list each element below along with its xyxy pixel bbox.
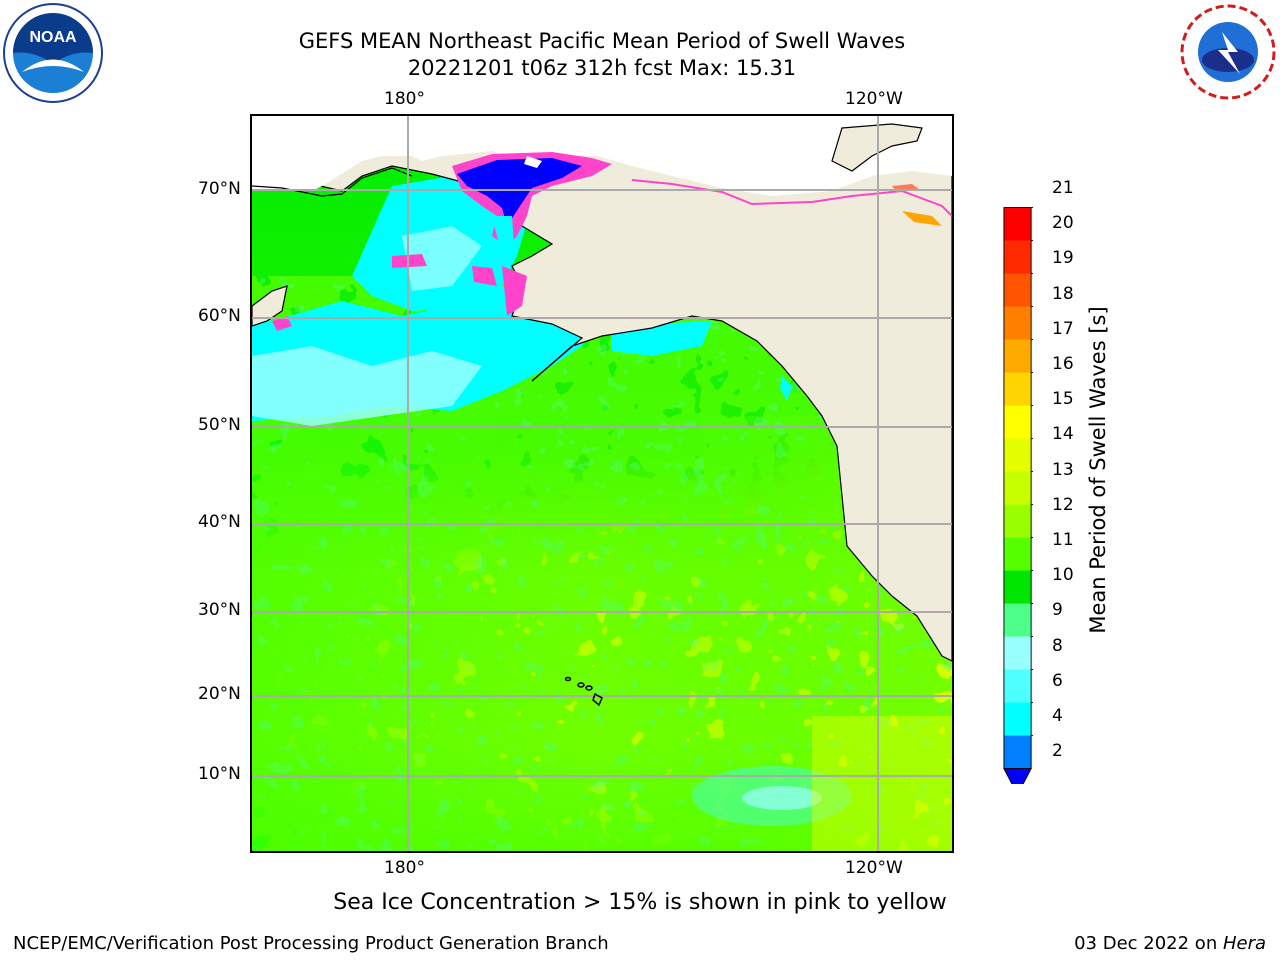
colorbar-label: Mean Period of Swell Waves [s] <box>1086 306 1110 634</box>
noaa-logo: NOAA <box>3 3 103 103</box>
colorbar-tick-label: 16 <box>1052 354 1074 374</box>
colorbar-tick-label: 8 <box>1052 635 1063 656</box>
footer-host: Hera <box>1222 933 1266 954</box>
swell-period-field <box>252 116 952 851</box>
footer-branch: NCEP/EMC/Verification Post Processing Pr… <box>13 933 609 954</box>
colorbar-extend-triangle <box>1003 768 1032 784</box>
colorbar-tick-label: 13 <box>1052 459 1074 480</box>
chart-title-line1: GEFS MEAN Northeast Pacific Mean Period … <box>298 29 906 53</box>
colorbar-tick-label: 6 <box>1052 670 1063 691</box>
colorbar-segment <box>1003 735 1032 770</box>
colorbar-segment <box>1003 372 1032 407</box>
svg-text:NOAA: NOAA <box>29 29 77 46</box>
lat-label-40n: 40°N <box>198 512 241 532</box>
lat-label-30n: 30°N <box>198 600 241 620</box>
nws-logo <box>1180 4 1276 100</box>
lon-label-bottom-180: 180° <box>384 858 425 878</box>
colorbar-tick-label: 19 <box>1052 248 1074 269</box>
colorbar-tick-label: 14 <box>1052 424 1074 445</box>
lat-label-10n: 10°N <box>198 764 241 784</box>
colorbar-tick-label: 17 <box>1052 318 1074 339</box>
colorbar-tick-label: 11 <box>1052 530 1074 550</box>
lon-label-top-120w: 120°W <box>845 89 903 109</box>
colorbar-segment <box>1003 603 1032 638</box>
colorbar-tick-label: 12 <box>1052 494 1074 515</box>
colorbar-tick-label: 21 <box>1052 178 1074 198</box>
hawaii-islands <box>564 676 603 707</box>
graticule <box>252 116 952 851</box>
colorbar-segment <box>1003 504 1032 539</box>
colorbar-segment <box>1003 570 1032 605</box>
lon-label-top-180: 180° <box>384 89 425 109</box>
colorbar-segment <box>1003 339 1032 374</box>
colorbar-tick-label: 2 <box>1052 741 1063 762</box>
colorbar-outline <box>1003 207 1032 770</box>
colorbar-tick-label: 20 <box>1052 213 1074 234</box>
colorbar-segment <box>1003 702 1032 737</box>
colorbar-tick-label: 9 <box>1052 600 1063 621</box>
colorbar-segment <box>1003 405 1032 440</box>
footer-date: 03 Dec 2022 on Hera <box>1074 933 1266 954</box>
colorbar-segment <box>1003 669 1032 704</box>
lat-label-20n: 20°N <box>198 684 241 704</box>
colorbar-tick-label: 4 <box>1052 706 1063 726</box>
colorbar-segment <box>1003 207 1032 242</box>
chart-title-line2: 20221201 t06z 312h fcst Max: 15.31 <box>407 56 797 80</box>
colorbar-tick-label: 10 <box>1052 565 1074 586</box>
map-plot-area <box>250 114 954 853</box>
lat-label-70n: 70°N <box>198 179 241 199</box>
colorbar-tick-label: 15 <box>1052 389 1074 410</box>
colorbar-segment <box>1003 240 1032 275</box>
lon-label-bottom-120w: 120°W <box>845 858 903 878</box>
lat-label-60n: 60°N <box>198 306 241 326</box>
colorbar-segment <box>1003 273 1032 308</box>
colorbar-segment <box>1003 636 1032 671</box>
colorbar <box>1003 207 1033 784</box>
colorbar-segment <box>1003 537 1032 572</box>
colorbar-tick-label: 18 <box>1052 283 1074 304</box>
sea-ice-caption: Sea Ice Concentration > 15% is shown in … <box>333 890 947 915</box>
colorbar-segment <box>1003 306 1032 341</box>
footer-date-text: 03 Dec 2022 on <box>1074 933 1223 954</box>
colorbar-segment <box>1003 438 1032 473</box>
lat-label-50n: 50°N <box>198 415 241 435</box>
colorbar-segment <box>1003 471 1032 506</box>
